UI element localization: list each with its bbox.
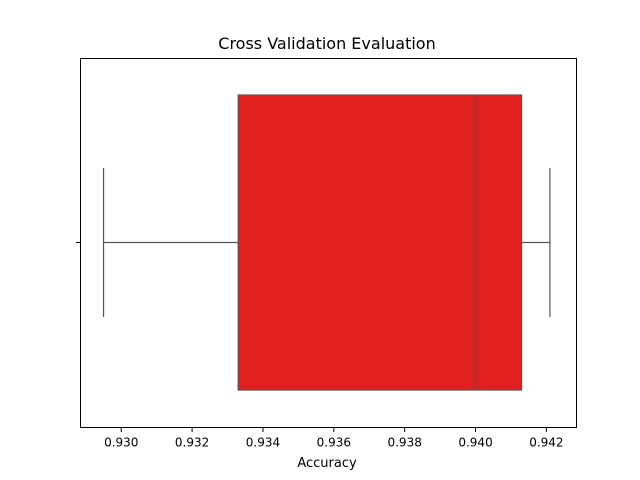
x-axis: 0.930 0.932 0.934 0.936 0.938 0.940 0.942 — [104, 427, 564, 450]
x-axis-label: Accuracy — [297, 456, 357, 471]
x-tick-label: 0.942 — [529, 436, 563, 450]
x-tick-label: 0.930 — [104, 436, 138, 450]
box-plot — [102, 94, 551, 391]
x-tick-label: 0.936 — [317, 436, 351, 450]
x-tick-label: 0.938 — [387, 436, 421, 450]
x-tick-label: 0.940 — [458, 436, 492, 450]
interquartile-box — [237, 94, 523, 391]
x-tick-label: 0.932 — [175, 436, 209, 450]
chart-title: Cross Validation Evaluation — [218, 34, 435, 53]
x-tick-label: 0.934 — [246, 436, 280, 450]
